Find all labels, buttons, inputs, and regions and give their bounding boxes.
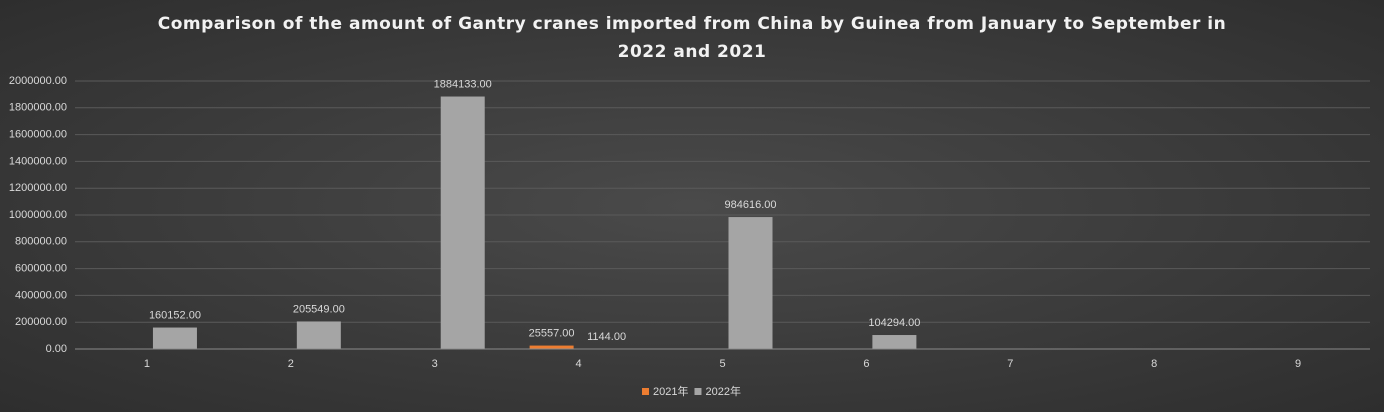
bar (529, 345, 574, 349)
data-label: 205549.00 (293, 303, 345, 315)
legend-label: 2022年 (705, 384, 740, 398)
data-label: 1884133.00 (434, 78, 492, 90)
y-tick-label: 800000.00 (15, 236, 67, 248)
legend-swatch (642, 388, 649, 395)
y-tick-label: 1400000.00 (9, 155, 67, 167)
y-tick-label: 2000000.00 (9, 75, 67, 87)
data-label: 160152.00 (149, 309, 201, 321)
y-tick-label: 400000.00 (15, 289, 67, 301)
x-tick-label: 9 (1295, 358, 1301, 370)
x-tick-label: 4 (576, 358, 582, 370)
data-label: 984616.00 (725, 199, 777, 211)
bar (728, 217, 773, 349)
data-label: 25557.00 (529, 327, 575, 339)
bar (872, 335, 917, 349)
x-tick-label: 8 (1151, 358, 1157, 370)
x-tick-label: 6 (863, 358, 869, 370)
y-tick-label: 1200000.00 (9, 182, 67, 194)
x-tick-label: 1 (144, 358, 150, 370)
y-tick-label: 1000000.00 (9, 209, 67, 221)
bar (296, 321, 341, 349)
legend-swatch (694, 388, 702, 395)
x-tick-label: 5 (719, 358, 725, 370)
data-label: 104294.00 (868, 317, 920, 329)
y-tick-label: 200000.00 (15, 316, 67, 328)
x-tick-label: 7 (1007, 358, 1013, 370)
bar (152, 327, 197, 349)
y-tick-label: 600000.00 (15, 263, 67, 275)
chart-title: Comparison of the amount of Gantry crane… (157, 14, 1227, 62)
x-tick-label: 3 (432, 358, 438, 370)
legend-label: 2021年 (653, 384, 688, 398)
bar (440, 96, 485, 349)
y-tick-label: 1800000.00 (9, 102, 67, 114)
y-tick-label: 1600000.00 (9, 129, 67, 141)
y-tick-label: 0.00 (46, 343, 67, 355)
x-tick-label: 2 (288, 358, 294, 370)
data-label: 1144.00 (587, 331, 626, 343)
